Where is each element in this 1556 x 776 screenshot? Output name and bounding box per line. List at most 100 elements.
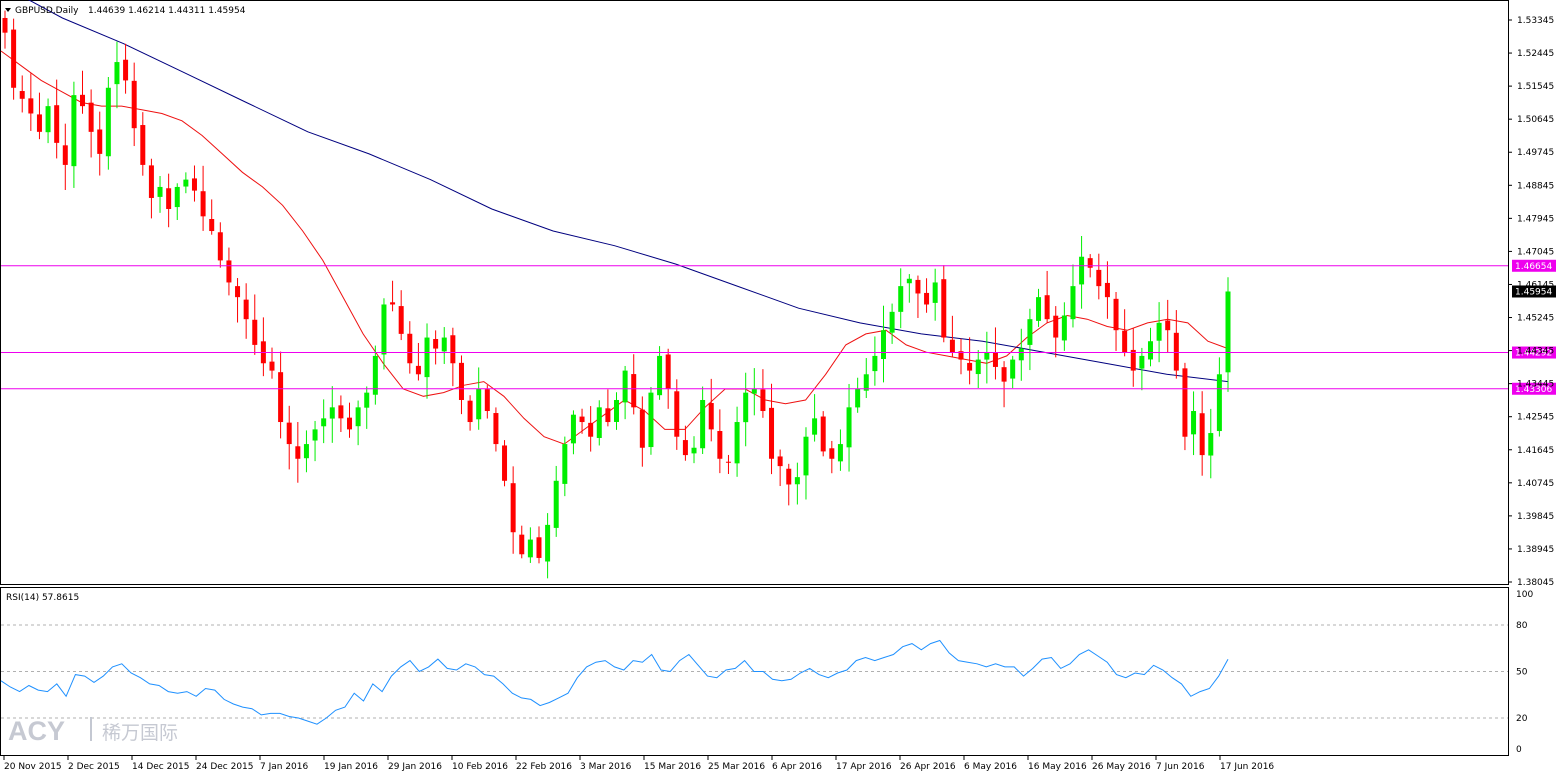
price-tick-label: 1.43445 <box>1517 380 1554 390</box>
time-tick-label: 22 Feb 2016 <box>516 762 572 772</box>
candle-body <box>898 286 904 312</box>
candle-body <box>183 179 189 187</box>
time-tick-label: 17 Apr 2016 <box>836 762 892 772</box>
chart-ohlc: 1.44639 1.46214 1.44311 1.45954 <box>88 6 246 16</box>
candle-body <box>777 456 783 467</box>
candle-body <box>1070 286 1076 320</box>
price-tick-label: 1.47945 <box>1517 214 1554 224</box>
price-axis: 1.53345 1.52445 1.51545 1.50645 1.49745 1.488… <box>1508 16 1554 588</box>
candle-body <box>1122 330 1128 353</box>
candle-body <box>407 333 413 364</box>
price-tick-label: 1.53345 <box>1517 16 1554 26</box>
candle-body <box>967 362 973 371</box>
candle-body <box>820 416 826 452</box>
candle-body <box>28 98 34 114</box>
candle-body <box>1165 320 1171 331</box>
candle-body <box>157 186 163 197</box>
candle-body <box>54 105 60 143</box>
rsi-pane-frame <box>0 587 1509 756</box>
candle-body <box>286 422 292 445</box>
candle-body <box>433 339 439 349</box>
candle-body <box>872 355 878 372</box>
chart-symbol: GBPUSD,Daily <box>15 6 79 16</box>
watermark-brand: ACY <box>8 716 65 746</box>
candle-body <box>562 444 568 484</box>
candle-body <box>45 106 51 133</box>
candle-body <box>648 392 654 448</box>
candle-body <box>614 399 619 422</box>
time-tick-label: 7 Jun 2016 <box>1156 762 1205 772</box>
rsi-tick-label: 100 <box>1516 590 1533 600</box>
candle-body <box>123 59 129 81</box>
candle-body <box>674 391 680 437</box>
candle-body <box>278 372 284 423</box>
time-tick-label: 19 Jan 2016 <box>324 762 378 772</box>
candle-body <box>786 468 792 485</box>
time-tick-label: 20 Nov 2015 <box>4 762 62 772</box>
candle-body <box>992 352 998 367</box>
candle-body <box>166 188 172 209</box>
level-tag <box>1512 346 1556 359</box>
candle-body <box>312 429 318 441</box>
candle-body <box>1199 413 1205 456</box>
time-tick-label: 14 Dec 2015 <box>132 762 190 772</box>
candle-body <box>1096 269 1102 287</box>
level-tag <box>1512 382 1556 395</box>
candle-body <box>467 400 473 423</box>
candle-body <box>355 407 361 427</box>
candle-body <box>519 534 525 555</box>
rsi-label: RSI(14) 57.8615 <box>6 593 79 603</box>
candle-body <box>209 219 215 232</box>
candle-body <box>243 299 249 320</box>
price-tick-label: 1.48845 <box>1517 181 1554 191</box>
price-tick-label: 1.40745 <box>1517 479 1554 489</box>
candle-body <box>19 91 25 99</box>
candle-body <box>812 418 818 435</box>
candle-body <box>1010 359 1016 379</box>
candle-body <box>527 539 533 558</box>
candle-body <box>751 388 757 394</box>
candle-body <box>1139 355 1145 369</box>
time-tick-label: 25 Mar 2016 <box>708 762 765 772</box>
candle-body <box>975 359 981 375</box>
candle-body <box>1182 368 1188 437</box>
candle-body <box>88 102 94 132</box>
candle-body <box>200 191 206 217</box>
rsi-tick-label: 20 <box>1516 714 1528 724</box>
candle-body <box>2 17 8 33</box>
level-tag <box>1512 259 1556 272</box>
candle-body <box>639 409 645 448</box>
level-tag-label: 1.46654 <box>1515 262 1552 272</box>
rsi-line <box>0 639 1229 725</box>
candle-body <box>1225 291 1231 373</box>
candle-body <box>252 319 258 345</box>
candle-body <box>476 388 482 420</box>
time-tick-label: 7 Jan 2016 <box>260 762 308 772</box>
candle-body <box>269 361 275 371</box>
time-axis: 20 Nov 2015 2 Dec 2015 14 Dec 2015 24 Dec 2… <box>3 755 1274 772</box>
candle-body <box>596 407 602 438</box>
candle-body <box>725 461 731 463</box>
moving-averages <box>0 0 1229 445</box>
candle-body <box>665 354 671 389</box>
candle-body <box>347 417 353 430</box>
candle-body <box>148 165 154 198</box>
candle-body <box>657 355 663 396</box>
time-tick-label: 10 Feb 2016 <box>452 762 508 772</box>
candle-body <box>424 337 430 378</box>
price-tick-label: 1.38945 <box>1517 545 1554 555</box>
time-tick-label: 2 Dec 2015 <box>68 762 120 772</box>
candle-body <box>863 374 869 391</box>
candle-body <box>941 279 947 338</box>
time-tick-label: 6 Apr 2016 <box>772 762 822 772</box>
time-tick-label: 17 Jun 2016 <box>1220 762 1274 772</box>
menu-triangle-icon[interactable] <box>5 8 11 12</box>
main-pane-frame <box>0 0 1509 585</box>
candle-body <box>303 444 309 459</box>
candle-body <box>226 260 232 283</box>
time-tick-label: 24 Dec 2015 <box>196 762 254 772</box>
candle-body <box>1113 298 1119 331</box>
candle-body <box>381 304 387 355</box>
candle-body <box>794 477 800 485</box>
